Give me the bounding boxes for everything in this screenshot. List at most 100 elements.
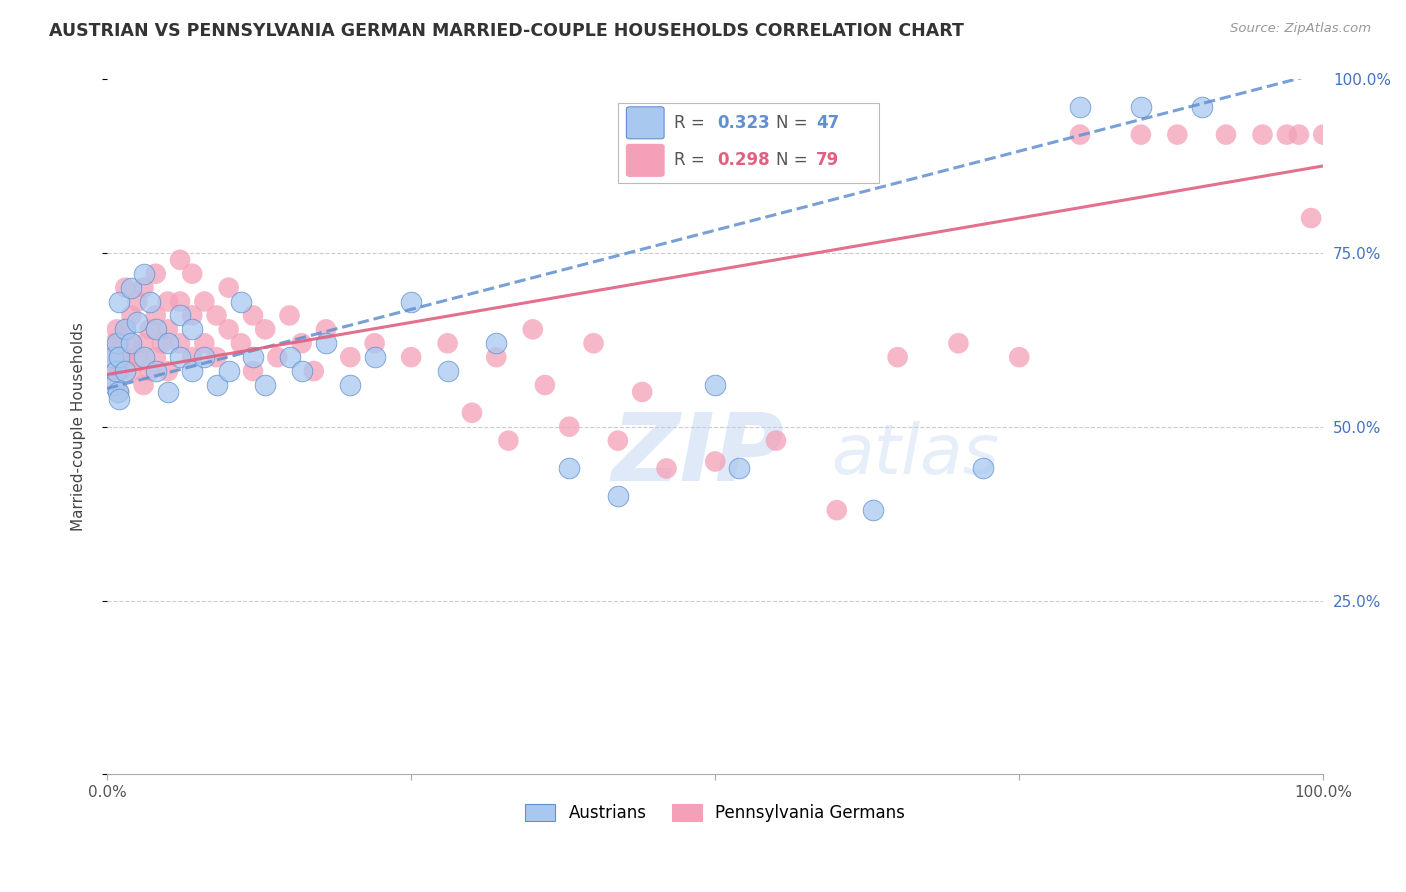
Point — [193, 336, 215, 351]
Point — [1008, 350, 1031, 364]
Point — [339, 378, 361, 392]
Point — [315, 322, 337, 336]
Point — [704, 454, 727, 468]
FancyBboxPatch shape — [627, 145, 664, 177]
Point — [534, 378, 557, 392]
Point — [498, 434, 520, 448]
Point — [461, 406, 484, 420]
Point — [1215, 128, 1237, 142]
Point — [108, 350, 131, 364]
Point — [103, 378, 125, 392]
Point — [181, 309, 204, 323]
Point — [169, 252, 191, 267]
Text: 79: 79 — [815, 152, 839, 169]
Text: ZIP: ZIP — [612, 409, 785, 500]
Point — [120, 336, 142, 351]
Point — [101, 350, 124, 364]
Point — [631, 384, 654, 399]
Point — [1251, 128, 1274, 142]
Point — [1069, 128, 1091, 142]
Point — [1301, 211, 1323, 225]
Point — [1275, 128, 1298, 142]
Point — [1129, 128, 1152, 142]
Point — [399, 294, 422, 309]
Point — [218, 322, 240, 336]
Point — [363, 350, 385, 364]
Point — [127, 350, 149, 364]
Y-axis label: Married-couple Households: Married-couple Households — [72, 322, 86, 531]
Point — [242, 364, 264, 378]
Point — [278, 309, 301, 323]
Point — [120, 280, 142, 294]
Point — [103, 336, 125, 351]
Point — [291, 364, 314, 378]
Point — [108, 384, 131, 399]
Point — [315, 336, 337, 351]
Point — [169, 309, 191, 323]
Point — [485, 336, 508, 351]
Point — [145, 322, 167, 336]
Point — [108, 392, 131, 406]
Point — [862, 503, 884, 517]
Point — [104, 364, 127, 378]
Point — [205, 309, 228, 323]
Point — [229, 294, 252, 309]
Point — [138, 364, 160, 378]
Point — [105, 322, 128, 336]
Point — [302, 364, 325, 378]
Point — [363, 336, 385, 351]
Point — [156, 364, 179, 378]
Point — [156, 322, 179, 336]
Point — [218, 280, 240, 294]
Point — [105, 336, 128, 351]
Point — [278, 350, 301, 364]
Point — [218, 364, 240, 378]
Point — [120, 364, 142, 378]
Point — [132, 350, 155, 364]
Point — [254, 378, 277, 392]
Text: atlas: atlas — [831, 421, 998, 488]
Point — [181, 267, 204, 281]
Point — [156, 384, 179, 399]
Point — [181, 322, 204, 336]
Point — [127, 315, 149, 329]
Point — [1191, 100, 1213, 114]
Point — [193, 350, 215, 364]
Point — [114, 280, 136, 294]
Point — [1288, 128, 1310, 142]
Point — [728, 461, 751, 475]
Text: N =: N = — [776, 114, 813, 132]
Point — [242, 309, 264, 323]
Point — [193, 294, 215, 309]
Point — [145, 309, 167, 323]
FancyBboxPatch shape — [617, 103, 879, 183]
Point — [436, 364, 458, 378]
Point — [765, 434, 787, 448]
Point — [205, 350, 228, 364]
Point — [704, 378, 727, 392]
Point — [291, 336, 314, 351]
Point — [132, 336, 155, 351]
Text: 0.298: 0.298 — [717, 152, 770, 169]
Point — [436, 336, 458, 351]
Point — [399, 350, 422, 364]
Point — [181, 350, 204, 364]
Point — [108, 336, 131, 351]
Point — [114, 350, 136, 364]
Point — [582, 336, 605, 351]
Point — [558, 461, 581, 475]
Point — [132, 378, 155, 392]
Legend: Austrians, Pennsylvania Germans: Austrians, Pennsylvania Germans — [519, 797, 911, 829]
Point — [169, 350, 191, 364]
Point — [339, 350, 361, 364]
Point — [145, 267, 167, 281]
Point — [242, 350, 264, 364]
Point — [825, 503, 848, 517]
Point — [108, 294, 131, 309]
Point — [114, 322, 136, 336]
FancyBboxPatch shape — [627, 107, 664, 139]
Point — [145, 350, 167, 364]
Point — [120, 309, 142, 323]
Point — [485, 350, 508, 364]
Point — [1129, 100, 1152, 114]
